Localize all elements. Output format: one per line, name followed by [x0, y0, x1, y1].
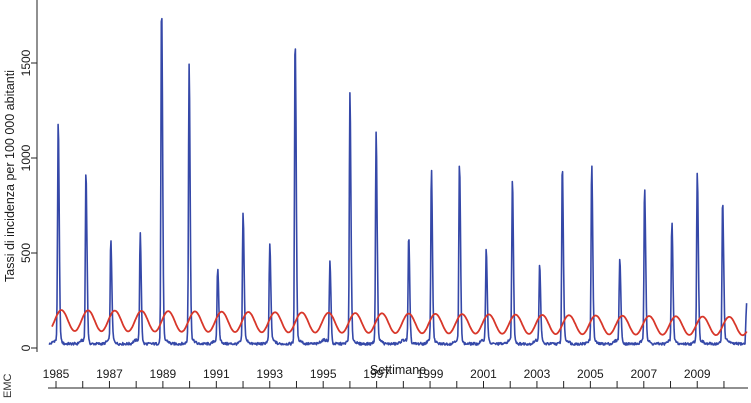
- x-axis-title: Settimane: [370, 363, 426, 377]
- y-tick-label: 0: [19, 344, 33, 351]
- x-tick-label: 2007: [630, 367, 657, 381]
- x-tick-label: 1985: [43, 367, 70, 381]
- x-tick-label: 2005: [577, 367, 604, 381]
- emc-watermark: EMC: [2, 374, 14, 399]
- x-tick-label: 2009: [684, 367, 711, 381]
- x-tick-label: 1995: [310, 367, 337, 381]
- x-tick-label: 1993: [256, 367, 283, 381]
- y-tick-label: 500: [19, 243, 33, 263]
- x-tick-label: 2003: [524, 367, 551, 381]
- observed-series-line: [49, 19, 746, 345]
- x-tick-label: 1987: [96, 367, 123, 381]
- x-tick-label: 1991: [203, 367, 230, 381]
- incidence-chart: 0500100015001985 1987 1989 1991 1993 1995 1997…: [0, 0, 751, 403]
- x-tick-label: 1989: [150, 367, 177, 381]
- x-tick-label: 2001: [470, 367, 497, 381]
- y-tick-label: 1500: [19, 49, 33, 76]
- y-tick-label: 1000: [19, 144, 33, 171]
- y-axis-title: Tassi di incidenza per 100 000 abitanti: [3, 70, 17, 282]
- series-group: [49, 19, 746, 345]
